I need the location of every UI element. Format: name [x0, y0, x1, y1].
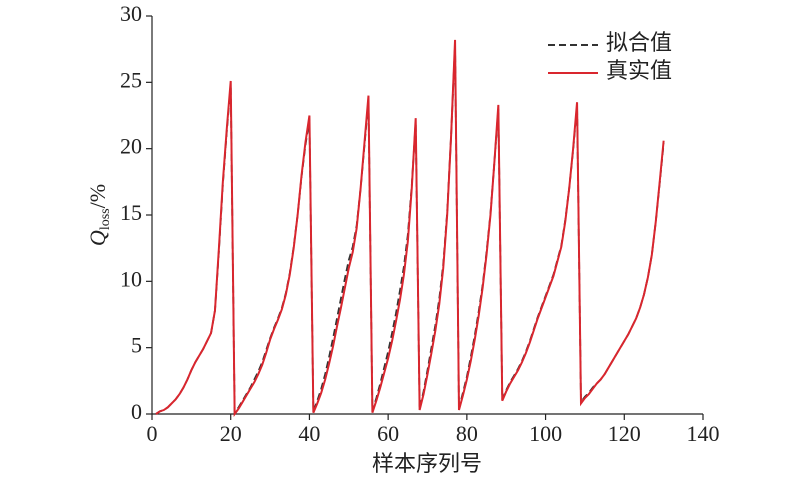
legend-label: 真实值 — [606, 58, 672, 83]
x-tick-label: 20 — [220, 421, 242, 446]
x-tick-label: 0 — [147, 421, 158, 446]
x-axis-label: 样本序列号 — [372, 451, 482, 476]
series-line — [155, 39, 665, 417]
y-tick-label: 20 — [120, 134, 142, 159]
x-tick-label: 100 — [529, 421, 562, 446]
y-label-sub: loss — [98, 208, 113, 230]
y-tick-label: 30 — [120, 1, 142, 26]
y-tick-label: 5 — [131, 333, 142, 358]
y-tick-label: 10 — [120, 266, 142, 291]
x-tick-label: 120 — [608, 421, 641, 446]
x-tick-label: 40 — [298, 421, 320, 446]
y-axis-label: Qloss/% — [85, 184, 113, 246]
legend-label: 拟合值 — [606, 30, 672, 55]
x-tick-label: 140 — [687, 421, 720, 446]
y-label-suffix: /% — [85, 184, 110, 208]
x-tick-label: 60 — [377, 421, 399, 446]
y-tick-label: 15 — [120, 200, 142, 225]
y-label-main: Q — [85, 230, 110, 246]
y-tick-label: 25 — [120, 67, 142, 92]
x-tick-label: 80 — [456, 421, 478, 446]
y-tick-label: 0 — [131, 399, 142, 424]
